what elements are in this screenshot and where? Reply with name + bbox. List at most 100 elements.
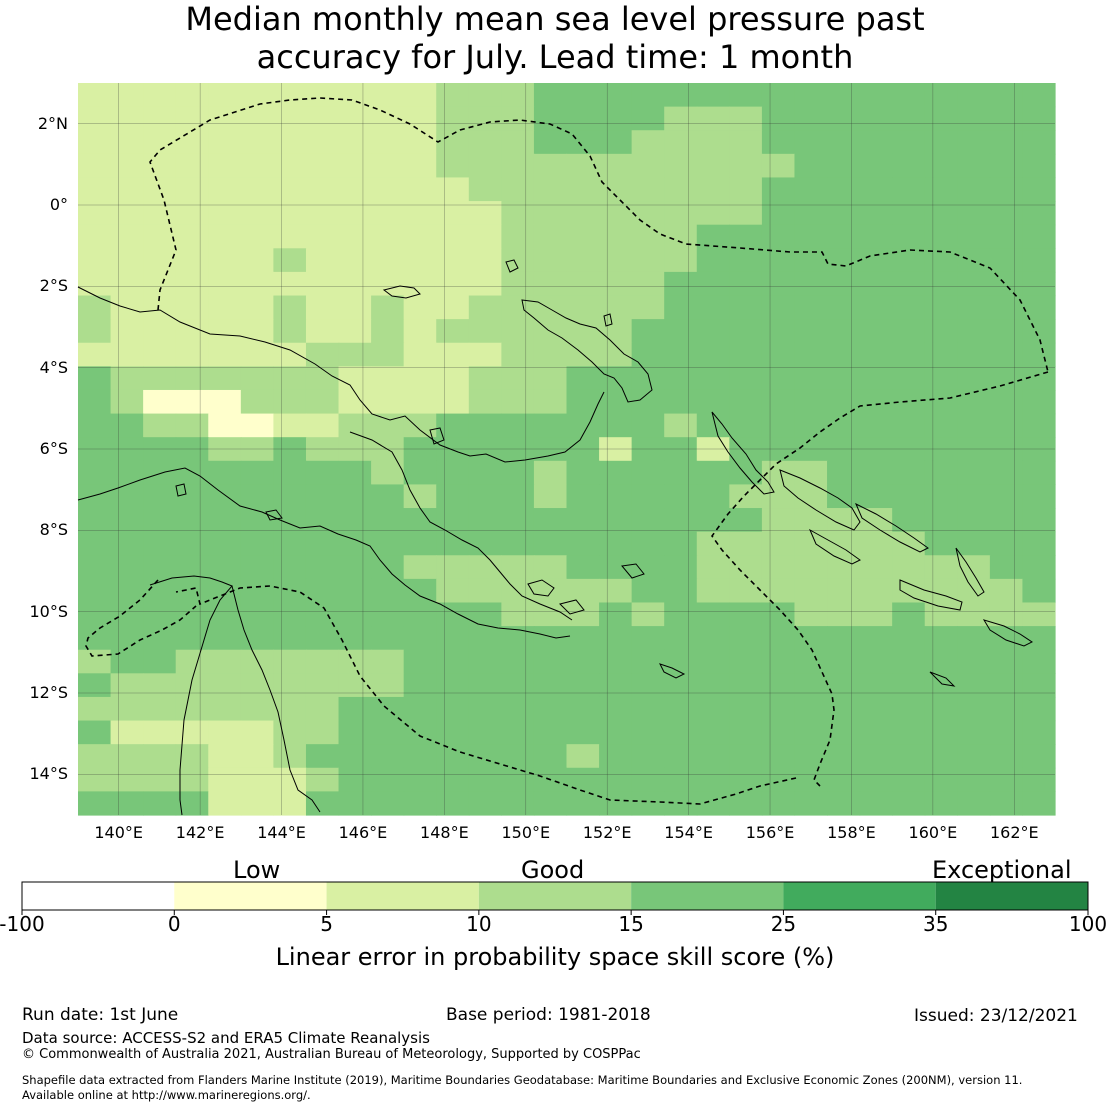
skill-cell — [729, 531, 763, 556]
skill-cell — [892, 342, 926, 367]
skill-cell — [599, 342, 633, 367]
skill-cell — [143, 83, 177, 108]
skill-cell — [566, 720, 600, 745]
skill-cell — [827, 83, 861, 108]
skill-cell — [403, 696, 437, 722]
skill-cell — [989, 130, 1024, 155]
skill-cell — [240, 696, 274, 722]
skill-cell — [924, 767, 958, 792]
skill-cell — [78, 201, 112, 226]
skill-cell — [1022, 555, 1056, 580]
latitude-label: 0° — [49, 195, 68, 214]
skill-cell — [729, 673, 763, 698]
skill-cell — [827, 531, 861, 556]
skill-cell — [533, 130, 568, 155]
skill-cell — [175, 83, 209, 108]
skill-cell — [338, 271, 372, 297]
skill-cell — [761, 555, 796, 580]
skill-cell — [924, 437, 958, 462]
skill-cell — [924, 791, 958, 816]
skill-cell — [175, 602, 209, 627]
skill-cell — [240, 791, 274, 816]
skill-cell — [273, 484, 307, 509]
skill-cell — [599, 767, 633, 792]
skill-cell — [566, 201, 600, 226]
skill-cell — [892, 153, 926, 179]
skill-cell — [794, 555, 828, 580]
skill-cell — [989, 106, 1024, 131]
skill-cell — [403, 342, 437, 367]
skill-cell — [631, 413, 665, 438]
skill-cell — [599, 508, 633, 533]
skill-cell — [957, 153, 991, 179]
skill-cell — [892, 720, 926, 745]
graticule — [78, 83, 1055, 815]
skill-cell — [436, 578, 470, 604]
skill-cell — [175, 578, 209, 604]
skill-cell — [957, 319, 991, 344]
coastline-solomon-islands-1 — [779, 469, 861, 531]
skill-cell — [957, 744, 991, 769]
title-line-1: Median monthly mean sea level pressure p… — [185, 0, 925, 38]
skill-cell — [468, 673, 502, 698]
skill-cell — [143, 578, 177, 604]
skill-cell — [827, 271, 861, 297]
skill-cell — [664, 83, 698, 108]
eez-boundaries — [85, 97, 1049, 805]
skill-cell — [501, 673, 535, 698]
skill-cell — [859, 366, 893, 391]
skill-cell — [468, 744, 502, 769]
skill-cell — [696, 673, 730, 698]
skill-cell — [468, 319, 502, 344]
skill-cell — [533, 389, 568, 415]
skill-cell — [436, 696, 470, 722]
skill-cell — [631, 508, 665, 533]
skill-cell — [501, 201, 535, 226]
skill-cell — [403, 791, 437, 816]
longitude-label: 162°E — [989, 823, 1039, 842]
skill-cell — [273, 626, 307, 651]
skill-cell — [631, 744, 665, 769]
skill-cell — [827, 342, 861, 367]
skill-cell — [143, 508, 177, 533]
coastline-malaita — [955, 547, 985, 597]
skill-cell — [533, 602, 568, 627]
skill-cell — [533, 83, 568, 108]
skill-cell — [599, 366, 633, 391]
skill-cell — [989, 696, 1024, 722]
skill-cell — [175, 130, 209, 155]
skill-cell — [696, 649, 730, 674]
skill-cell — [924, 460, 958, 486]
skill-cell — [338, 83, 372, 108]
skill-cell — [273, 437, 307, 462]
skill-cell — [468, 106, 502, 131]
skill-cell — [371, 177, 405, 202]
skill-cell — [143, 271, 177, 297]
skill-cell — [761, 319, 796, 344]
skill-cell — [143, 389, 177, 415]
skill-cell — [924, 106, 958, 131]
skill-cell — [892, 649, 926, 674]
skill-cell — [273, 720, 307, 745]
skill-cell — [631, 248, 665, 273]
skill-cell — [468, 342, 502, 367]
skill-cell — [989, 224, 1024, 249]
skill-cell — [305, 673, 340, 698]
skill-cell — [436, 106, 470, 131]
skill-cell — [273, 460, 307, 486]
skill-cell — [761, 413, 796, 438]
skill-cell — [599, 271, 633, 297]
skill-cell — [664, 673, 698, 698]
skill-cell — [371, 673, 405, 698]
skill-cell — [338, 153, 372, 179]
skill-cell — [892, 673, 926, 698]
skill-cell — [729, 791, 763, 816]
colorbar-tick-label: 0 — [167, 912, 181, 936]
skill-cell — [892, 767, 926, 792]
skill-cell — [827, 295, 861, 320]
skill-cell — [827, 460, 861, 486]
skill-cell — [110, 767, 144, 792]
skill-cell — [729, 602, 763, 627]
skill-cell — [599, 201, 633, 226]
skill-cell — [468, 389, 502, 415]
